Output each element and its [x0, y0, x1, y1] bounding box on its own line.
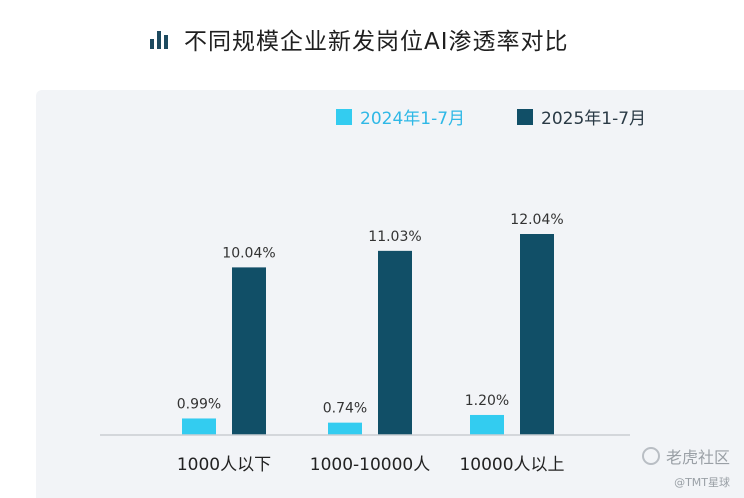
data-label-2025-0: 10.04%	[222, 245, 275, 261]
data-label-2024-1: 0.74%	[323, 401, 367, 417]
legend-label-2024: 2024年1-7月	[360, 109, 466, 129]
tiger-logo-icon	[641, 447, 660, 465]
bar-2024-0	[182, 418, 216, 435]
x-tick-label-1: 1000-10000人	[310, 455, 430, 475]
chart-header: 不同规模企业新发岗位AI渗透率对比	[0, 0, 744, 80]
data-label-2024-2: 1.20%	[465, 393, 509, 409]
legend-swatch-2024	[336, 108, 352, 125]
legend-item-2025: 2025年1-7月	[517, 104, 646, 129]
data-label-2024-0: 0.99%	[177, 396, 221, 412]
watermark: 老虎社区 @TMT星球	[641, 444, 730, 490]
chart-legend: 2024年1-7月 2025年1-7月	[336, 104, 698, 129]
watermark-brand-row: 老虎社区	[641, 444, 730, 468]
bar-2025-0	[232, 267, 266, 435]
x-tick-label-2: 10000人以上	[459, 455, 564, 475]
bar-2024-1	[328, 422, 362, 435]
legend-swatch-2025	[517, 108, 534, 125]
bar-2025-2	[520, 234, 554, 435]
data-label-2025-1: 11.03%	[368, 229, 421, 245]
legend-label-2025: 2025年1-7月	[541, 109, 647, 129]
chart-title: 不同规模企业新发岗位AI渗透率对比	[184, 29, 569, 55]
bar-chart-icon	[150, 29, 172, 49]
legend-item-2024: 2024年1-7月	[336, 104, 465, 129]
title-group: 不同规模企业新发岗位AI渗透率对比	[150, 22, 569, 56]
x-tick-label-0: 1000人以下	[177, 455, 271, 475]
watermark-brand: 老虎社区	[665, 448, 730, 467]
watermark-handle: @TMT星球	[674, 476, 730, 489]
bars-group: 0.99% 10.04% 0.74% 11.03% 1.20% 12.04%	[177, 212, 564, 435]
bar-2024-2	[470, 414, 504, 435]
x-tick-labels: 1000人以下 1000-10000人 10000人以上	[177, 455, 565, 475]
bar-2025-1	[378, 250, 412, 435]
data-label-2025-2: 12.04%	[510, 212, 563, 228]
